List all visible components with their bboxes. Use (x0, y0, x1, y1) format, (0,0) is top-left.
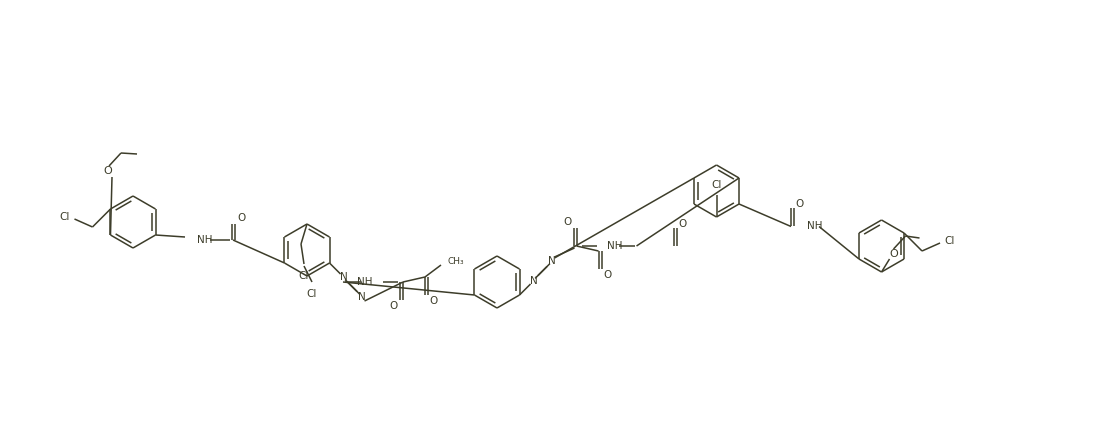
Text: O: O (795, 200, 803, 210)
Text: Cl: Cl (59, 212, 70, 222)
Text: N: N (530, 276, 538, 286)
Text: Cl: Cl (711, 180, 722, 190)
Text: NH: NH (197, 235, 213, 245)
Text: O: O (564, 217, 572, 227)
Text: N: N (358, 292, 365, 302)
Text: O: O (238, 213, 246, 223)
Text: N: N (340, 272, 348, 282)
Text: O: O (603, 270, 612, 280)
Text: CH₃: CH₃ (446, 258, 464, 266)
Text: NH: NH (807, 221, 823, 232)
Text: N: N (547, 256, 555, 266)
Text: O: O (430, 296, 438, 306)
Text: O: O (890, 249, 897, 259)
Text: NH: NH (358, 277, 373, 287)
Text: Cl: Cl (298, 271, 309, 281)
Text: O: O (389, 301, 398, 311)
Text: O: O (679, 219, 687, 229)
Text: NH: NH (607, 241, 622, 251)
Text: O: O (103, 166, 112, 176)
Text: Cl: Cl (945, 236, 955, 246)
Text: Cl: Cl (307, 289, 317, 299)
